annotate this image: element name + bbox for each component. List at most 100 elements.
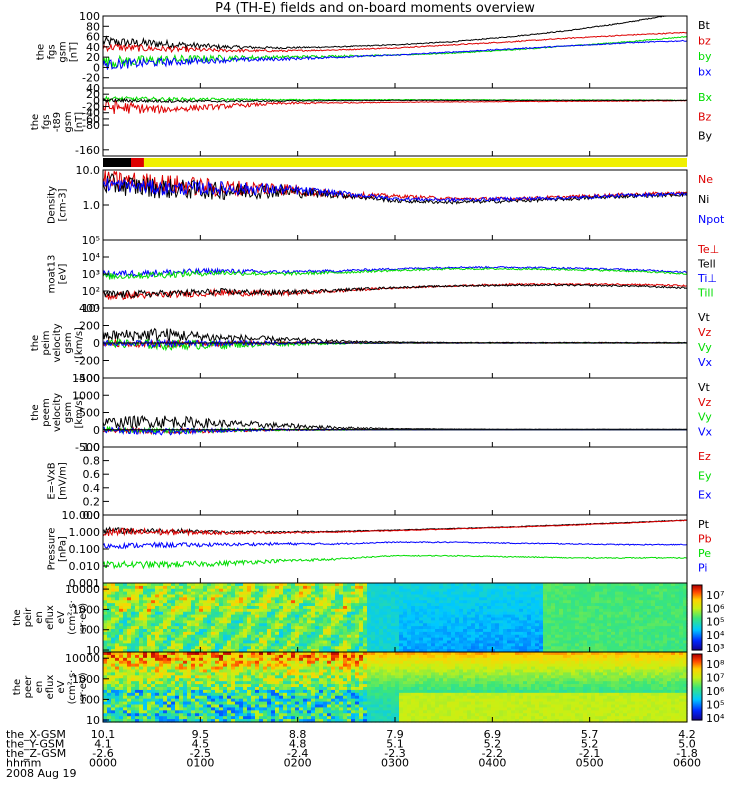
spec-cell: [559, 649, 564, 653]
spec-cell: [291, 597, 296, 601]
spec-cell: [239, 631, 244, 636]
spec-cell: [495, 603, 500, 607]
spec-cell: [431, 603, 436, 607]
spec-cell: [411, 614, 416, 619]
spec-cell: [223, 594, 228, 598]
spec-cell: [655, 600, 660, 604]
spec-cell: [303, 585, 308, 590]
spec-cell: [679, 591, 684, 596]
spec-cell: [175, 669, 180, 674]
spec-cell: [571, 620, 576, 624]
spec-cell: [527, 588, 532, 593]
spec-cell: [223, 710, 228, 714]
spec-cell: [391, 588, 396, 593]
spec-cell: [151, 649, 156, 653]
spec-cell: [639, 646, 644, 650]
spec-cell: [595, 626, 600, 630]
spec-cell: [319, 620, 324, 624]
spec-cell: [271, 701, 276, 706]
spec-cell: [547, 617, 552, 621]
spec-cell: [339, 600, 344, 604]
spec-cell: [515, 646, 520, 650]
spec-cell: [435, 620, 440, 624]
spec-cell: [259, 669, 264, 674]
spec-cell: [195, 675, 200, 679]
spec-cell: [651, 640, 656, 644]
spec-cell: [511, 640, 516, 644]
spec-cell: [219, 626, 224, 630]
spec-cell: [107, 692, 112, 697]
spec-cell: [635, 629, 640, 633]
spec-cell: [259, 675, 264, 679]
spec-cell: [235, 695, 240, 700]
spec-cell: [327, 606, 332, 610]
spec-cell: [331, 585, 336, 590]
spec-cell: [135, 698, 140, 703]
ylabel-peem-4: [km/s]: [74, 396, 85, 428]
spec-cell: [187, 675, 192, 679]
spec-cell: [259, 649, 264, 653]
spec-cell: [487, 620, 492, 624]
spec-cell: [199, 710, 204, 714]
spec-cell: [439, 640, 444, 644]
spec-cell: [195, 637, 200, 642]
spec-cell: [111, 710, 116, 714]
spec-cell: [403, 623, 408, 627]
spec-cell: [379, 623, 384, 627]
spec-cell: [119, 620, 124, 624]
spec-cell: [319, 643, 324, 647]
spec-cell: [151, 654, 156, 659]
spec-cell: [287, 594, 292, 598]
spec-cell: [451, 643, 456, 647]
spec-cell: [331, 640, 336, 644]
spec-cell: [151, 704, 156, 709]
spec-cell: [171, 611, 176, 616]
spec-cell: [111, 597, 116, 601]
spec-cell: [395, 591, 400, 596]
spec-cell: [135, 585, 140, 590]
spec-cell: [495, 629, 500, 633]
spec-cell: [355, 629, 360, 633]
spec-cell: [663, 629, 668, 633]
spec-cell: [191, 591, 196, 596]
spec-cell: [515, 583, 520, 587]
spec-cell: [215, 701, 220, 706]
spec-cell: [363, 643, 368, 647]
spec-cell: [427, 626, 432, 630]
spec-cell: [391, 611, 396, 616]
spec-cell: [259, 620, 264, 624]
spec-cell: [623, 606, 628, 610]
spec-cell: [651, 585, 656, 590]
spec-cell: [191, 597, 196, 601]
spec-cell: [639, 585, 644, 590]
ytick-label-efield-5: 0.0: [83, 509, 101, 522]
spec-cell: [203, 675, 208, 679]
spec-cell: [515, 643, 520, 647]
spec-cell: [131, 583, 136, 587]
spec-cell: [139, 675, 144, 679]
spec-cell: [175, 681, 180, 685]
spec-cell: [559, 634, 564, 639]
spec-cell: [227, 666, 232, 671]
spec-cell: [323, 591, 328, 596]
spec-cell: [295, 681, 300, 685]
spec-cell: [299, 684, 304, 688]
spec-cell: [103, 583, 108, 587]
spec-cell: [283, 594, 288, 598]
spec-cell: [211, 704, 216, 709]
spec-cell: [651, 594, 656, 598]
spec-cell: [647, 597, 652, 601]
spec-cell: [251, 669, 256, 674]
spec-cell: [295, 614, 300, 619]
spec-cell: [139, 666, 144, 671]
spec-cell: [251, 654, 256, 659]
colorbar-frame-peir: [691, 584, 703, 651]
spec-cell: [403, 600, 408, 604]
spec-cell: [671, 649, 676, 653]
spec-cell: [275, 716, 280, 720]
spec-cell: [219, 695, 224, 700]
spec-cell: [367, 585, 372, 590]
spec-cell: [435, 629, 440, 633]
spec-cell: [343, 591, 348, 596]
spec-cell: [235, 657, 240, 662]
